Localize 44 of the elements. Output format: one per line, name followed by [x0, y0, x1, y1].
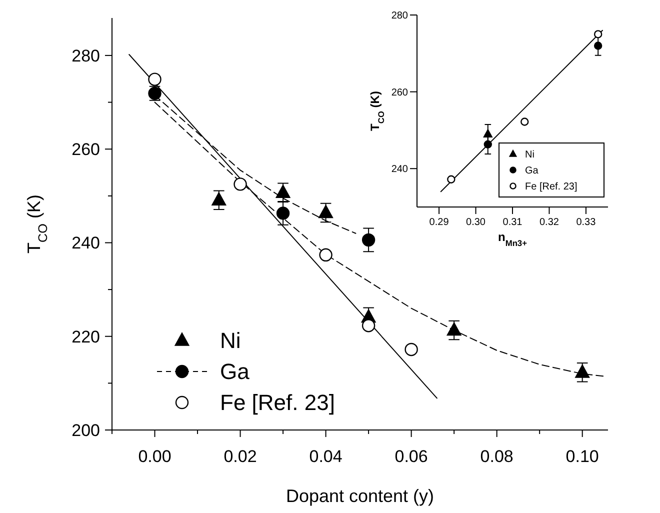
point — [446, 322, 462, 336]
x-tick-label: 0.04 — [309, 447, 342, 466]
x-tick-label: 0.33 — [576, 217, 596, 228]
point — [319, 248, 332, 262]
point — [594, 42, 602, 50]
legend-label: Ga — [220, 359, 250, 384]
point — [212, 192, 226, 206]
point — [594, 30, 602, 38]
x-tick-label: 0.00 — [138, 447, 172, 466]
y-tick-label: 280 — [72, 46, 100, 66]
x-tick-label: 0.02 — [224, 447, 257, 466]
x-tick-label: 0.29 — [429, 217, 450, 228]
y-tick-label: 220 — [72, 327, 100, 346]
y-tick-label: 240 — [391, 164, 408, 176]
point — [276, 184, 290, 198]
point — [447, 175, 456, 184]
y-tick-label: 280 — [391, 10, 408, 22]
y-tick-label: 240 — [72, 234, 100, 253]
x-tick-label: 0.08 — [480, 447, 514, 466]
x-axis-title: Dopant content (y) — [286, 486, 434, 506]
point — [362, 233, 376, 247]
x-tick-label: 0.31 — [502, 217, 523, 228]
point — [575, 364, 590, 378]
point — [404, 342, 418, 356]
point — [318, 204, 333, 218]
x-axis-title: n$_{Mn3+}$ — [498, 230, 528, 248]
legend-label: Ni — [525, 150, 534, 160]
point — [234, 178, 247, 191]
point — [148, 72, 162, 86]
point — [362, 318, 376, 332]
x-tick-label: 0.32 — [539, 217, 560, 228]
x-tick-label: 0.06 — [394, 447, 428, 466]
point — [276, 206, 290, 220]
y-tick-label: 200 — [72, 420, 100, 440]
legend-label: Ga — [525, 166, 539, 176]
legend-label: Fe [Ref. 23] — [525, 182, 578, 192]
legend-label: Ni — [220, 328, 241, 354]
legend-label: Fe [Ref. 23] — [220, 390, 335, 416]
point — [484, 140, 492, 149]
x-tick-label: 0.30 — [466, 217, 486, 228]
point — [520, 118, 529, 126]
y-tick-label: 260 — [72, 140, 100, 160]
y-tick-label: 260 — [391, 87, 408, 98]
x-tick-label: 0.10 — [566, 447, 599, 466]
